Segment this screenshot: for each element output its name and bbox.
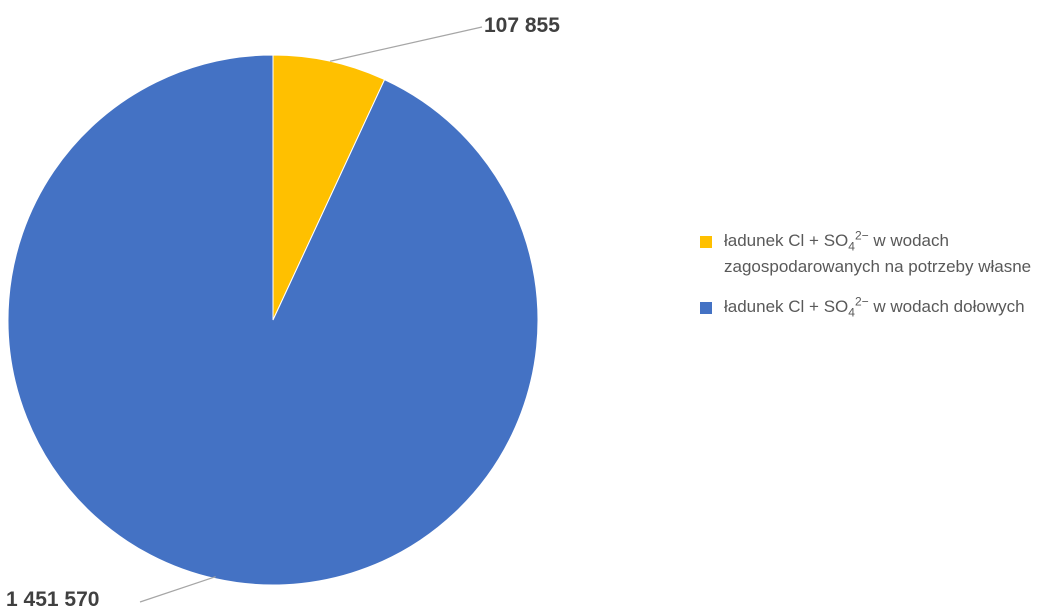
leader-line-slice-2 — [139, 576, 216, 603]
leader-line-slice-1 — [329, 26, 483, 62]
legend: ładunek Cl + SO42− w wodach zagospodarow… — [698, 228, 1038, 334]
pie-chart: 107 855 1 451 570 — [6, 14, 560, 611]
legend-item-mine-water: ładunek Cl + SO42− w wodach dołowych — [698, 294, 1038, 320]
legend-swatch-mine-water — [700, 302, 712, 314]
data-label-slice-1: 107 855 — [484, 14, 560, 37]
legend-swatch-own-use — [700, 236, 712, 248]
pie-slice-2 — [7, 54, 539, 586]
data-label-slice-2: 1 451 570 — [6, 588, 99, 611]
legend-label-own-use: ładunek Cl + SO42− w wodach zagospodarow… — [724, 228, 1032, 276]
legend-item-own-use: ładunek Cl + SO42− w wodach zagospodarow… — [698, 228, 1038, 280]
pie-slice-1 — [272, 54, 386, 321]
legend-label-mine-water: ładunek Cl + SO42− w wodach dołowych — [724, 294, 1025, 320]
